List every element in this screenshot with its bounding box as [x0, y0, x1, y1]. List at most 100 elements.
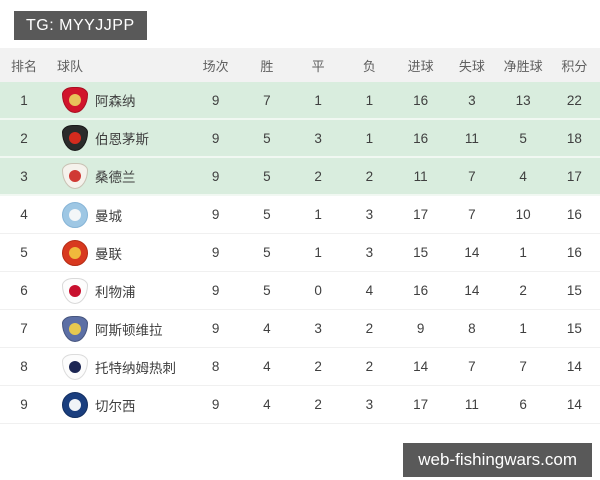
goal-diff-cell: 5 — [519, 130, 527, 146]
team-cell: 桑德兰 — [48, 163, 190, 189]
arsenal-crest-icon — [62, 87, 88, 113]
wins-cell: 7 — [263, 92, 271, 108]
goal-diff-cell: 1 — [519, 245, 527, 260]
points-cell: 22 — [566, 92, 582, 108]
rank-cell: 4 — [20, 207, 28, 222]
draws-cell: 0 — [314, 283, 322, 298]
points-cell: 14 — [566, 359, 582, 374]
column-header-goal-diff: 净胜球 — [503, 58, 543, 74]
team-cell: 切尔西 — [48, 391, 190, 418]
goals-for-cell: 17 — [413, 397, 429, 412]
goals-for-cell: 16 — [413, 283, 429, 298]
rank-cell: 1 — [20, 92, 28, 108]
goals-against-cell: 7 — [468, 168, 476, 184]
rank-cell: 3 — [20, 168, 28, 184]
column-header-goals-against: 失球 — [458, 58, 485, 74]
played-cell: 9 — [211, 321, 220, 336]
played-cell: 9 — [211, 245, 220, 260]
losses-cell: 3 — [365, 245, 374, 260]
played-cell: 9 — [211, 397, 220, 412]
table-row[interactable]: 2 伯恩茅斯 9 5 3 1 16 11 5 18 — [0, 120, 600, 158]
rank-cell: 6 — [20, 283, 28, 298]
wins-cell: 5 — [263, 168, 271, 184]
points-cell: 14 — [566, 397, 582, 412]
team-cell: 伯恩茅斯 — [48, 125, 190, 151]
team-cell: 阿森纳 — [48, 87, 190, 113]
man-city-crest-icon — [62, 201, 88, 228]
column-header-wins: 胜 — [260, 58, 274, 74]
standings-body: 1 阿森纳 9 7 1 1 16 3 13 22 2 伯恩茅斯 9 5 3 1 16 11 5 18 3 桑德兰 9 5 2 2 1… — [0, 82, 600, 424]
chelsea-crest-icon — [62, 391, 88, 418]
column-header-goals-for: 进球 — [407, 58, 434, 74]
goals-for-cell: 16 — [413, 92, 429, 108]
team-cell: 托特纳姆热刺 — [48, 353, 190, 380]
goals-against-cell: 7 — [468, 207, 476, 222]
goals-for-cell: 17 — [413, 207, 429, 222]
team-name: 阿斯顿维拉 — [95, 322, 163, 338]
team-name: 伯恩茅斯 — [95, 132, 149, 147]
team-cell: 利物浦 — [48, 277, 190, 304]
goal-diff-cell: 13 — [515, 92, 531, 108]
goals-against-cell: 11 — [464, 130, 479, 146]
team-cell: 曼城 — [48, 201, 190, 228]
rank-cell: 8 — [20, 359, 28, 374]
draws-cell: 1 — [314, 92, 322, 108]
man-utd-crest-icon — [62, 239, 88, 266]
points-cell: 16 — [566, 245, 582, 260]
table-row[interactable]: 5 曼联 9 5 1 3 15 14 1 16 — [0, 234, 600, 272]
column-header-points: 积分 — [561, 58, 588, 74]
losses-cell: 3 — [365, 397, 374, 412]
tg-channel-badge: TG: MYYJJPP — [14, 11, 147, 40]
rank-cell: 2 — [20, 130, 28, 146]
played-cell: 8 — [211, 359, 220, 374]
table-row[interactable]: 6 利物浦 9 5 0 4 16 14 2 15 — [0, 272, 600, 310]
goals-for-cell: 15 — [413, 245, 429, 260]
team-name: 阿森纳 — [95, 94, 136, 109]
goals-for-cell: 11 — [413, 168, 428, 184]
column-header-draws: 平 — [311, 58, 325, 74]
table-row[interactable]: 7 阿斯顿维拉 9 4 3 2 9 8 1 15 — [0, 310, 600, 348]
column-header-rank: 排名 — [10, 58, 37, 74]
losses-cell: 1 — [365, 130, 374, 146]
table-row[interactable]: 3 桑德兰 9 5 2 2 11 7 4 17 — [0, 158, 600, 196]
wins-cell: 5 — [263, 207, 271, 222]
losses-cell: 2 — [365, 168, 374, 184]
table-row[interactable]: 9 切尔西 9 4 2 3 17 11 6 14 — [0, 386, 600, 424]
losses-cell: 1 — [365, 92, 374, 108]
team-name: 利物浦 — [95, 284, 136, 300]
team-name: 切尔西 — [95, 398, 136, 414]
rank-cell: 5 — [20, 245, 28, 260]
played-cell: 9 — [211, 283, 220, 298]
column-header-team: 球队 — [57, 58, 84, 74]
goal-diff-cell: 10 — [515, 207, 531, 222]
played-cell: 9 — [211, 130, 220, 146]
rank-cell: 7 — [20, 321, 28, 336]
wins-cell: 4 — [263, 397, 271, 412]
points-cell: 18 — [566, 130, 582, 146]
draws-cell: 2 — [314, 168, 322, 184]
column-header-losses: 负 — [362, 58, 376, 74]
goal-diff-cell: 6 — [519, 397, 527, 412]
table-row[interactable]: 8 托特纳姆热刺 8 4 2 2 14 7 7 14 — [0, 348, 600, 386]
draws-cell: 1 — [314, 207, 322, 222]
team-name: 曼城 — [95, 208, 122, 224]
goals-against-cell: 14 — [464, 283, 480, 298]
wins-cell: 4 — [263, 321, 271, 336]
table-header-row: 排名 球队 场次 胜 平 负 进球 失球 净胜球 积分 — [0, 48, 600, 82]
points-cell: 16 — [566, 207, 582, 222]
team-cell: 阿斯顿维拉 — [48, 315, 190, 342]
draws-cell: 1 — [314, 245, 322, 260]
goals-against-cell: 3 — [468, 92, 476, 108]
team-name: 曼联 — [95, 246, 122, 262]
draws-cell: 2 — [314, 397, 322, 412]
table-row[interactable]: 1 阿森纳 9 7 1 1 16 3 13 22 — [0, 82, 600, 120]
table-row[interactable]: 4 曼城 9 5 1 3 17 7 10 16 — [0, 196, 600, 234]
goals-against-cell: 14 — [464, 245, 480, 260]
goals-for-cell: 16 — [413, 130, 429, 146]
column-header-played: 场次 — [202, 58, 229, 74]
bournemouth-crest-icon — [62, 125, 88, 151]
goal-diff-cell: 1 — [519, 321, 527, 336]
points-cell: 17 — [566, 168, 582, 184]
wins-cell: 4 — [263, 359, 271, 374]
